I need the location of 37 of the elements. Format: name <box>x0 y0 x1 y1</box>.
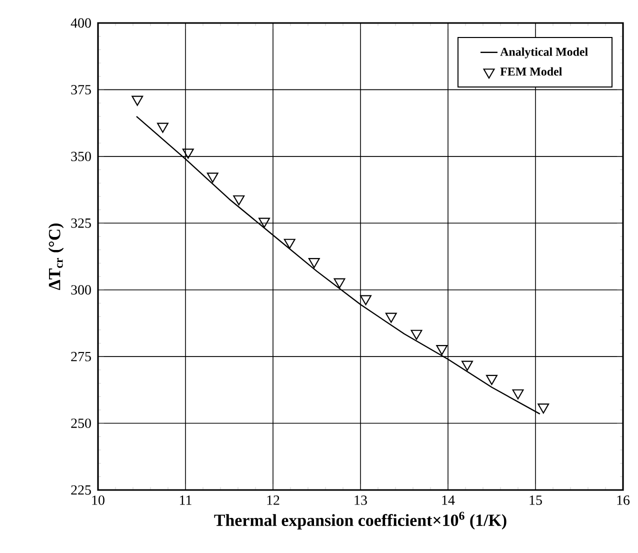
point <box>132 96 144 106</box>
point <box>284 238 296 249</box>
point <box>182 148 194 159</box>
line-series <box>136 116 540 415</box>
point <box>360 295 372 306</box>
x-tick-label: 14 <box>442 496 455 505</box>
point <box>233 195 245 206</box>
y-tick-label: 325 <box>71 218 91 228</box>
y-tick-label: 225 <box>71 485 91 495</box>
point <box>410 330 422 340</box>
x-tick-label: 12 <box>267 496 280 505</box>
y-tick-label: 350 <box>71 152 91 162</box>
point <box>258 218 270 228</box>
y-tick-label: 250 <box>71 418 91 428</box>
legend-label: Analytical Model <box>500 47 588 58</box>
y-tick-label: 275 <box>71 352 91 362</box>
legend-label: FEM Model <box>500 67 562 76</box>
point <box>157 122 168 133</box>
x-tick-label: 16 <box>617 496 630 505</box>
point <box>206 172 218 183</box>
y-tick-label: 400 <box>70 18 91 28</box>
point <box>538 403 550 414</box>
x-tick-label: 15 <box>530 496 542 505</box>
x-axis-title: Thermal expansion coefficient×10$^{6}$ (1/K) <box>214 512 506 530</box>
y-tick-label: 375 <box>71 85 91 94</box>
y-tick-label: 300 <box>71 285 91 295</box>
point <box>486 374 498 385</box>
point <box>436 345 448 356</box>
point <box>385 312 397 323</box>
point <box>462 360 473 371</box>
x-tick-label: 10 <box>92 496 104 505</box>
point <box>334 278 346 288</box>
x-tick-label: 11 <box>180 496 192 505</box>
x-tick-label: 13 <box>354 496 367 505</box>
y-axis-title: ΔT$_{cr}$ (°C) <box>48 224 64 290</box>
point <box>512 389 524 400</box>
point <box>308 258 320 268</box>
